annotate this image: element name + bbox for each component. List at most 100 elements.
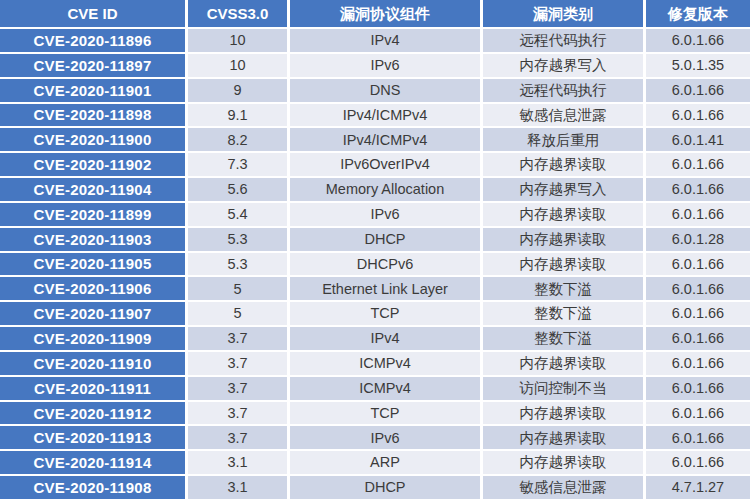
fix-version-cell: 6.0.1.66 (646, 277, 750, 300)
column-header-cve-id: CVE ID (0, 0, 185, 27)
protocol-component-cell: TCP (290, 402, 480, 425)
fix-version-cell: 6.0.1.66 (646, 426, 750, 449)
cve-id-cell: CVE-2020-11901 (0, 79, 185, 102)
vuln-category-cell: 整数下溢 (483, 327, 643, 350)
protocol-component-cell: IPv4/ICMPv4 (290, 104, 480, 127)
cvss-score-cell: 5 (188, 277, 287, 300)
vuln-category-cell: 内存越界读取 (483, 451, 643, 474)
cve-id-cell: CVE-2020-11899 (0, 203, 185, 226)
vuln-category-cell: 整数下溢 (483, 277, 643, 300)
cve-id-cell: CVE-2020-11907 (0, 302, 185, 325)
column-header-protocol-component: 漏洞协议组件 (290, 0, 480, 27)
vuln-category-cell: 内存越界读取 (483, 153, 643, 176)
vuln-category-cell: 内存越界写入 (483, 178, 643, 201)
fix-version-cell: 6.0.1.66 (646, 203, 750, 226)
protocol-component-cell: TCP (290, 302, 480, 325)
protocol-component-cell: ICMPv4 (290, 377, 480, 400)
fix-version-cell: 6.0.1.66 (646, 302, 750, 325)
cvss-score-cell: 5.3 (188, 228, 287, 251)
fix-version-cell: 6.0.1.66 (646, 402, 750, 425)
vuln-category-cell: 内存越界读取 (483, 426, 643, 449)
fix-version-cell: 6.0.1.66 (646, 29, 750, 52)
cvss-score-cell: 7.3 (188, 153, 287, 176)
cvss-score-cell: 8.2 (188, 128, 287, 151)
vuln-category-cell: 访问控制不当 (483, 377, 643, 400)
fix-version-cell: 4.7.1.27 (646, 476, 750, 499)
protocol-component-cell: Ethernet Link Layer (290, 277, 480, 300)
protocol-component-cell: IPv6 (290, 426, 480, 449)
cvss-score-cell: 9.1 (188, 104, 287, 127)
protocol-component-cell: DNS (290, 79, 480, 102)
cvss-score-cell: 10 (188, 54, 287, 77)
protocol-component-cell: Memory Allocation (290, 178, 480, 201)
cvss-score-cell: 3.7 (188, 352, 287, 375)
cvss-score-cell: 3.1 (188, 476, 287, 499)
cve-id-cell: CVE-2020-11902 (0, 153, 185, 176)
vuln-category-cell: 内存越界读取 (483, 352, 643, 375)
fix-version-cell: 5.0.1.35 (646, 54, 750, 77)
cve-id-cell: CVE-2020-11898 (0, 104, 185, 127)
vuln-category-cell: 内存越界读取 (483, 228, 643, 251)
vuln-category-cell: 内存越界写入 (483, 54, 643, 77)
column-header-cvss: CVSS3.0 (188, 0, 287, 27)
column-header-vuln-category: 漏洞类别 (483, 0, 643, 27)
protocol-component-cell: DHCPv6 (290, 253, 480, 276)
cvss-score-cell: 5.4 (188, 203, 287, 226)
protocol-component-cell: IPv6OverIPv4 (290, 153, 480, 176)
cve-id-cell: CVE-2020-11908 (0, 476, 185, 499)
cve-id-cell: CVE-2020-11897 (0, 54, 185, 77)
protocol-component-cell: ARP (290, 451, 480, 474)
cve-id-cell: CVE-2020-11909 (0, 327, 185, 350)
vuln-category-cell: 敏感信息泄露 (483, 476, 643, 499)
cvss-score-cell: 5.3 (188, 253, 287, 276)
vuln-category-cell: 内存越界读取 (483, 203, 643, 226)
cvss-score-cell: 5 (188, 302, 287, 325)
fix-version-cell: 6.0.1.66 (646, 79, 750, 102)
cve-vulnerability-table: CVE ID CVSS3.0 漏洞协议组件 漏洞类别 修复版本 CVE-2020… (0, 0, 750, 499)
protocol-component-cell: IPv4/ICMPv4 (290, 128, 480, 151)
cve-id-cell: CVE-2020-11910 (0, 352, 185, 375)
vuln-category-cell: 内存越界读取 (483, 402, 643, 425)
protocol-component-cell: IPv6 (290, 203, 480, 226)
protocol-component-cell: IPv6 (290, 54, 480, 77)
cve-id-cell: CVE-2020-11906 (0, 277, 185, 300)
fix-version-cell: 6.0.1.66 (646, 104, 750, 127)
protocol-component-cell: DHCP (290, 228, 480, 251)
cve-id-cell: CVE-2020-11911 (0, 377, 185, 400)
fix-version-cell: 6.0.1.66 (646, 153, 750, 176)
fix-version-cell: 6.0.1.66 (646, 451, 750, 474)
cvss-score-cell: 5.6 (188, 178, 287, 201)
cvss-score-cell: 10 (188, 29, 287, 52)
fix-version-cell: 6.0.1.41 (646, 128, 750, 151)
column-header-fix-version: 修复版本 (646, 0, 750, 27)
cvss-score-cell: 3.7 (188, 377, 287, 400)
cvss-score-cell: 3.7 (188, 327, 287, 350)
protocol-component-cell: ICMPv4 (290, 352, 480, 375)
vuln-category-cell: 敏感信息泄露 (483, 104, 643, 127)
vuln-category-cell: 远程代码执行 (483, 29, 643, 52)
vuln-category-cell: 释放后重用 (483, 128, 643, 151)
protocol-component-cell: IPv4 (290, 327, 480, 350)
vuln-category-cell: 内存越界读取 (483, 253, 643, 276)
cve-id-cell: CVE-2020-11912 (0, 402, 185, 425)
fix-version-cell: 6.0.1.66 (646, 352, 750, 375)
vuln-category-cell: 整数下溢 (483, 302, 643, 325)
cve-id-cell: CVE-2020-11896 (0, 29, 185, 52)
cvss-score-cell: 9 (188, 79, 287, 102)
fix-version-cell: 6.0.1.28 (646, 228, 750, 251)
cvss-score-cell: 3.7 (188, 402, 287, 425)
fix-version-cell: 6.0.1.66 (646, 253, 750, 276)
vuln-category-cell: 远程代码执行 (483, 79, 643, 102)
fix-version-cell: 6.0.1.66 (646, 327, 750, 350)
cve-id-cell: CVE-2020-11903 (0, 228, 185, 251)
cve-id-cell: CVE-2020-11913 (0, 426, 185, 449)
cvss-score-cell: 3.7 (188, 426, 287, 449)
protocol-component-cell: DHCP (290, 476, 480, 499)
cve-id-cell: CVE-2020-11905 (0, 253, 185, 276)
cvss-score-cell: 3.1 (188, 451, 287, 474)
cve-id-cell: CVE-2020-11900 (0, 128, 185, 151)
cve-id-cell: CVE-2020-11904 (0, 178, 185, 201)
fix-version-cell: 6.0.1.66 (646, 178, 750, 201)
cve-id-cell: CVE-2020-11914 (0, 451, 185, 474)
protocol-component-cell: IPv4 (290, 29, 480, 52)
